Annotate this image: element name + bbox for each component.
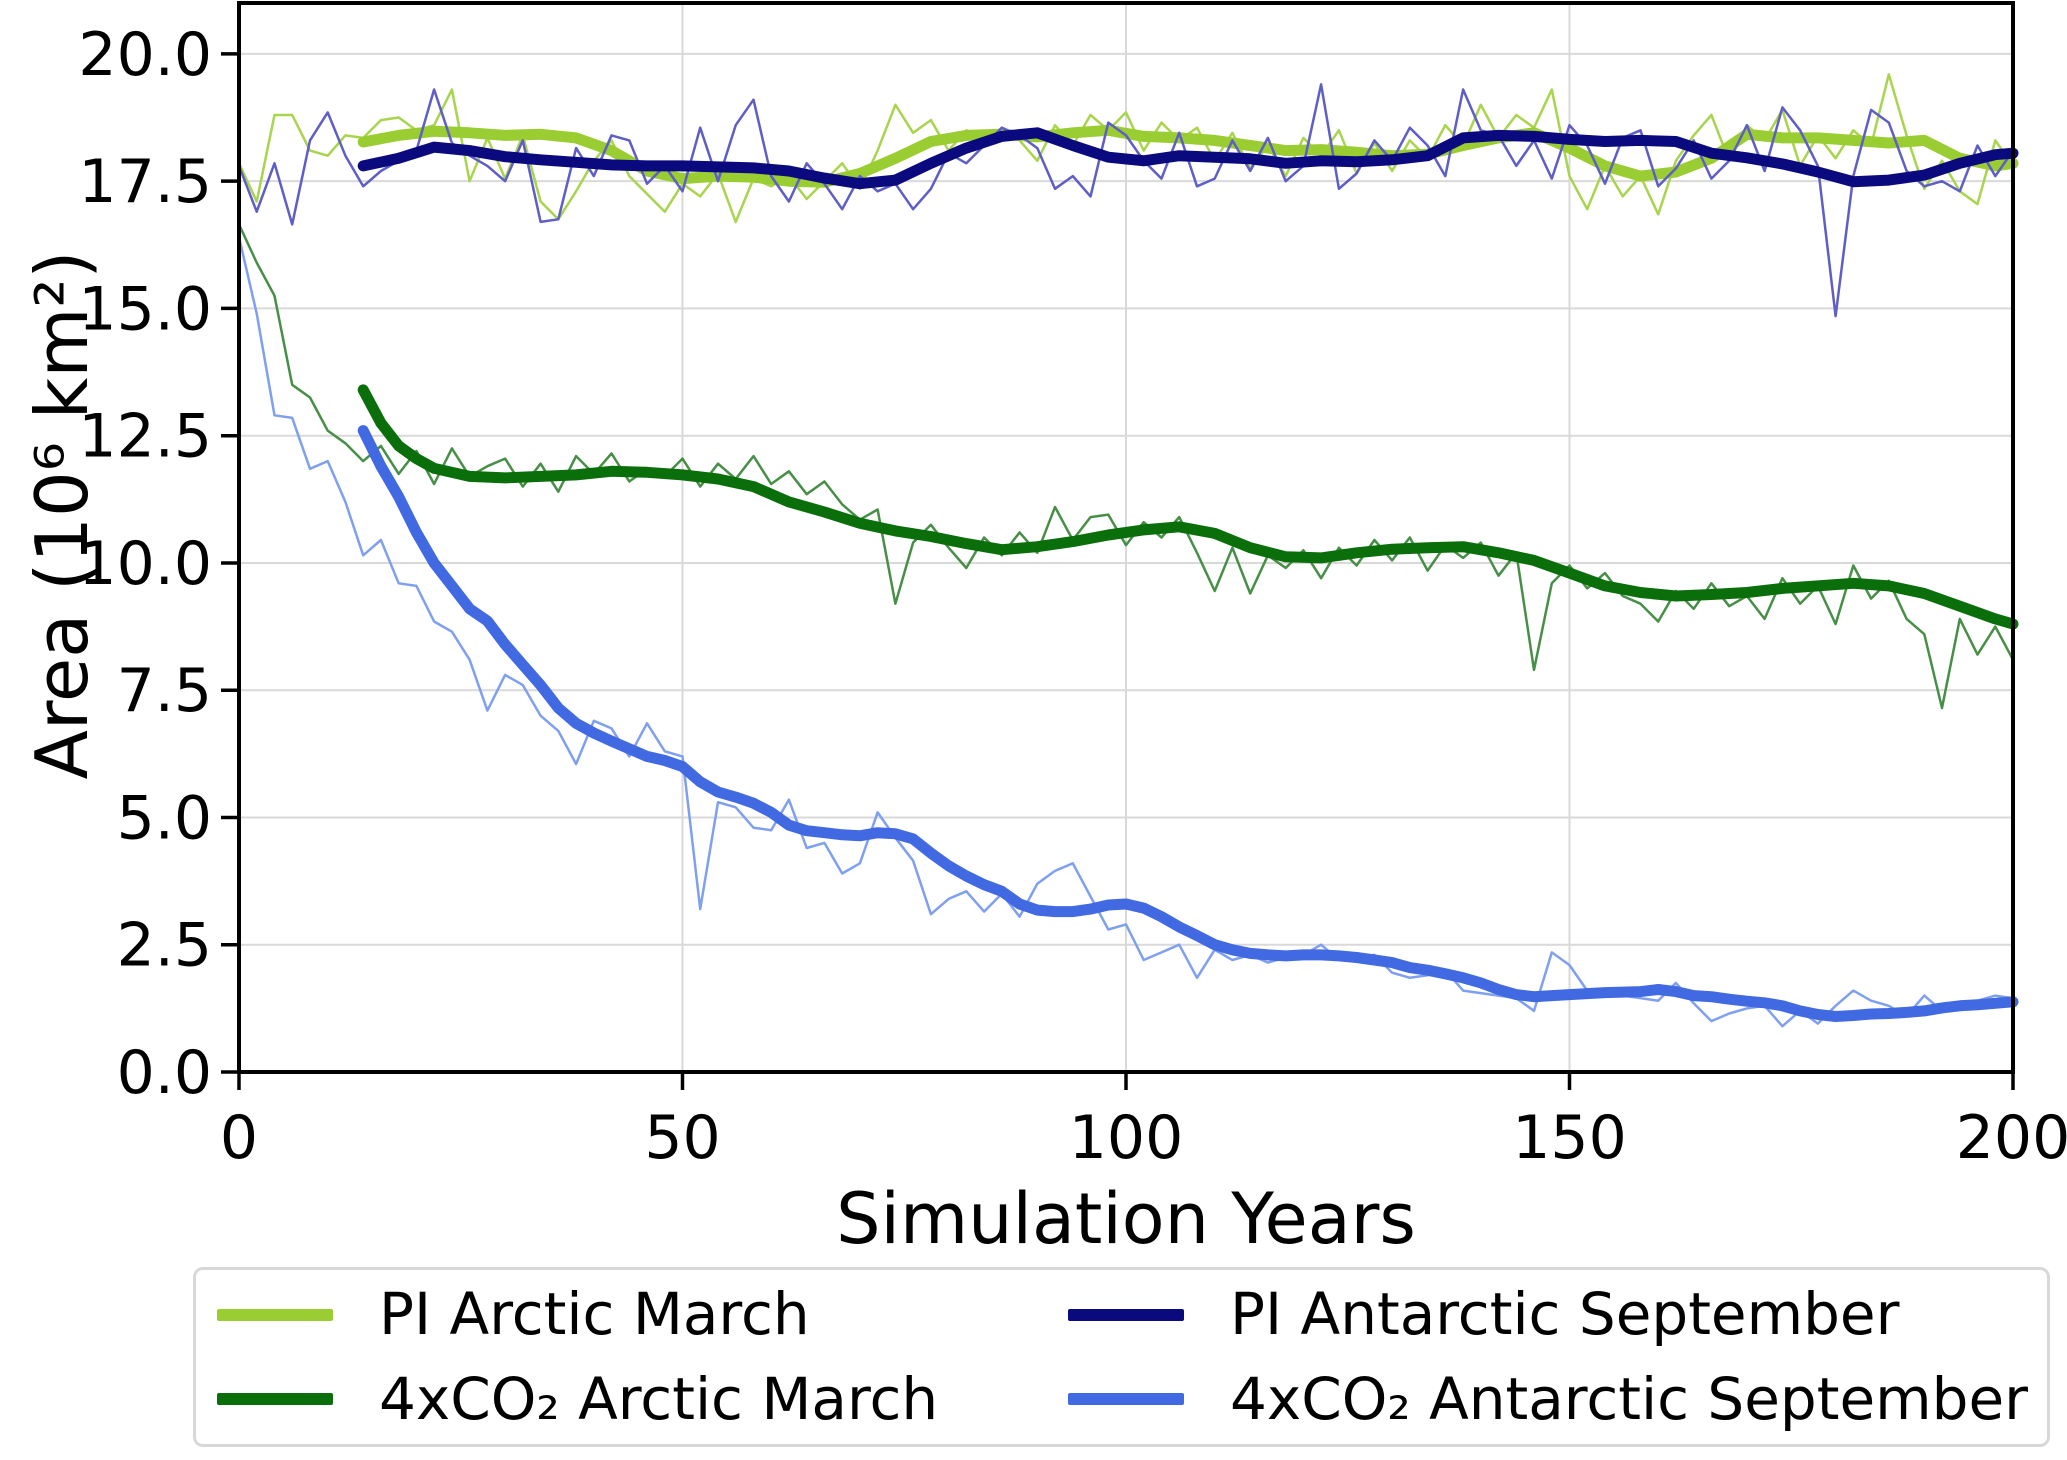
legend-line-sample-pi-arctic-march: [217, 1308, 333, 1321]
x-tick-label: 200: [1956, 1103, 2067, 1173]
legend-label: 4xCO₂ Arctic March: [379, 1365, 939, 1433]
series-4xco-antarctic-september-smoothed: [357, 425, 2019, 1022]
legend-column-2: PI Antarctic September 4xCO₂ Antarctic S…: [1068, 1270, 2028, 1444]
y-tick-label: 17.5: [78, 147, 212, 217]
y-tick-label: 20.0: [78, 20, 212, 90]
x-tick-label: 0: [220, 1103, 258, 1173]
x-axis-label: Simulation Years: [836, 1178, 1416, 1260]
y-tick-label: 0.0: [117, 1038, 212, 1108]
y-tick-label: 5.0: [117, 783, 212, 853]
legend-line-sample-pi-antarctic-september: [1068, 1308, 1184, 1321]
y-axis-label: Area (10⁶ km²): [20, 250, 104, 780]
legend-column-1: PI Arctic March 4xCO₂ Arctic March: [217, 1270, 938, 1444]
y-tick-label: 10.0: [78, 529, 212, 599]
x-tick-label: 100: [1069, 1103, 1184, 1173]
y-tick-label: 15.0: [78, 274, 212, 344]
y-tick-label: 7.5: [117, 656, 212, 726]
legend: PI Arctic March 4xCO₂ Arctic March PI An…: [193, 1267, 2050, 1447]
x-tick-label: 50: [644, 1103, 720, 1173]
legend-item-pi-arctic-march: PI Arctic March: [217, 1284, 938, 1345]
legend-item-4xco2-antarctic-september: 4xCO₂ Antarctic September: [1068, 1369, 2028, 1430]
legend-label: PI Arctic March: [379, 1280, 810, 1349]
series-pi-antarctic-september-annual: [237, 83, 2015, 318]
legend-item-4xco2-arctic-march: 4xCO₂ Arctic March: [217, 1369, 938, 1430]
series-pi-antarctic-september-smoothed: [357, 127, 2019, 190]
y-tick-label: 12.5: [78, 402, 212, 472]
legend-item-pi-antarctic-september: PI Antarctic September: [1068, 1284, 2028, 1345]
x-tick-label: 150: [1512, 1103, 1627, 1173]
series-4xco-arctic-march-smoothed: [357, 384, 2019, 630]
legend-line-sample-4xco2-antarctic-september: [1068, 1393, 1184, 1406]
legend-label: PI Antarctic September: [1230, 1280, 1900, 1349]
series-4xco-antarctic-september-annual: [237, 235, 2015, 1028]
legend-line-sample-4xco2-arctic-march: [217, 1393, 333, 1406]
y-tick-label: 2.5: [117, 911, 212, 981]
legend-label: 4xCO₂ Antarctic September: [1230, 1365, 2029, 1433]
series-pi-arctic-march-annual: [237, 73, 2015, 224]
